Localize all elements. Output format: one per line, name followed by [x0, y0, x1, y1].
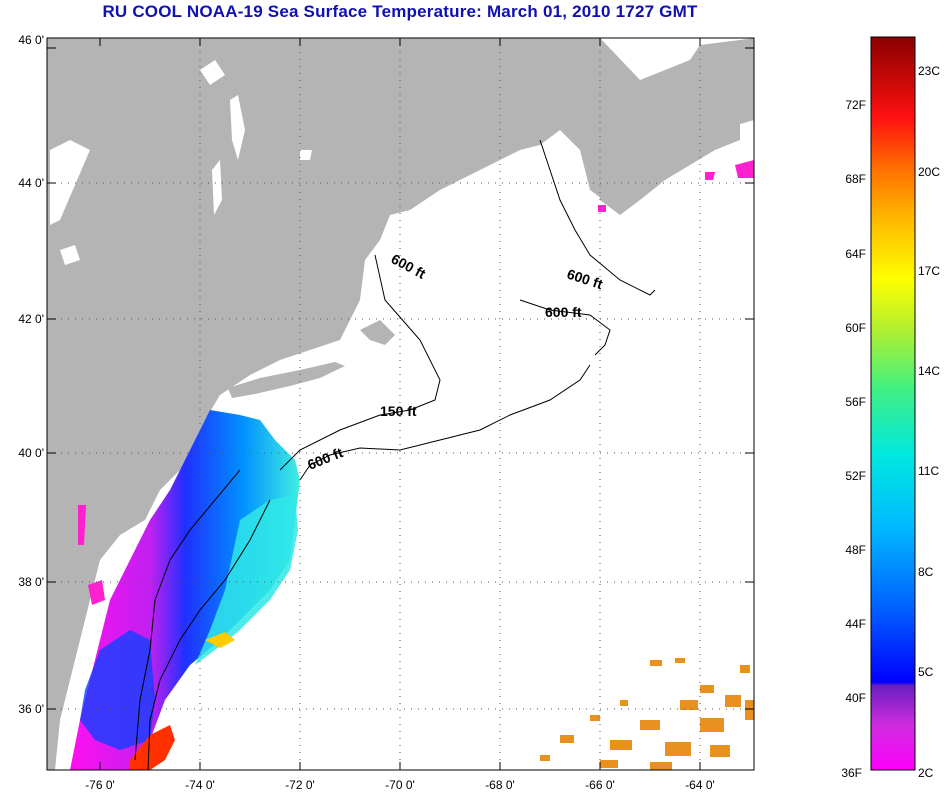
colorbar-c-11: 11C: [918, 464, 939, 478]
lat-label-38: 38 0': [18, 575, 44, 589]
latitude-labels: 46 0' 44 0' 42 0' 40 0' 38 0' 36 0': [18, 33, 44, 716]
land-mainland: [47, 38, 754, 770]
lon-label-64: -64 0': [685, 778, 715, 792]
colorbar-f-40: 40F: [845, 691, 866, 705]
colorbar-c-5: 5C: [918, 665, 934, 679]
colorbar-c-17: 17C: [918, 264, 940, 278]
colorbar-gradient: [870, 36, 916, 771]
colorbar: 72F 68F 64F 60F 56F 52F 48F 44F 40F 36F …: [841, 36, 940, 780]
map-area: 600 ft 600 ft 600 ft 150 ft 600 ft: [47, 38, 754, 770]
colorbar-f-56: 56F: [845, 395, 866, 409]
lon-label-70: -70 0': [385, 778, 415, 792]
lon-label-72: -72 0': [285, 778, 315, 792]
colorbar-f-36: 36F: [841, 766, 862, 780]
sst-blue-band: [80, 630, 155, 750]
longitude-labels: -76 0' -74 0' -72 0' -70 0' -68 0' -66 0…: [85, 778, 715, 792]
contour-label-600ft-c: 600 ft: [545, 304, 582, 320]
land-cape-cod: [360, 320, 395, 345]
land-long-island: [228, 362, 345, 398]
colorbar-f-44: 44F: [845, 617, 866, 631]
colorbar-c-20: 20C: [918, 165, 940, 179]
lon-label-66: -66 0': [585, 778, 615, 792]
graticule: [47, 38, 754, 770]
lat-label-44: 44 0': [18, 176, 44, 190]
axis-ticks: [47, 38, 754, 770]
lat-label-36: 36 0': [18, 702, 44, 716]
map-title: RU COOL NOAA-19 Sea Surface Temperature:…: [102, 2, 698, 21]
colorbar-f-52: 52F: [845, 469, 866, 483]
contour-label-150ft: 150 ft: [380, 403, 417, 419]
colorbar-c-23: 23C: [918, 64, 940, 78]
bathymetry-contours: [134, 139, 656, 770]
colorbar-f-48: 48F: [845, 543, 866, 557]
lon-label-76: -76 0': [85, 778, 115, 792]
colorbar-f-60: 60F: [845, 321, 866, 335]
lon-label-74: -74 0': [185, 778, 215, 792]
sst-warm-tip: [130, 725, 175, 770]
lon-label-68: -68 0': [485, 778, 515, 792]
colorbar-c-2: 2C: [918, 766, 934, 780]
sst-offshore-cyan: [195, 495, 298, 665]
sst-gulfstream-speckles: [540, 658, 754, 770]
lat-label-40: 40 0': [18, 446, 44, 460]
lat-label-42: 42 0': [18, 312, 44, 326]
lat-label-46: 46 0': [18, 33, 44, 47]
colorbar-c-8: 8C: [918, 565, 934, 579]
colorbar-f-64: 64F: [845, 247, 866, 261]
land-nova-scotia: [595, 80, 740, 215]
colorbar-f-72: 72F: [845, 98, 866, 112]
colorbar-c-14: 14C: [918, 364, 940, 378]
colorbar-f-68: 68F: [845, 172, 866, 186]
